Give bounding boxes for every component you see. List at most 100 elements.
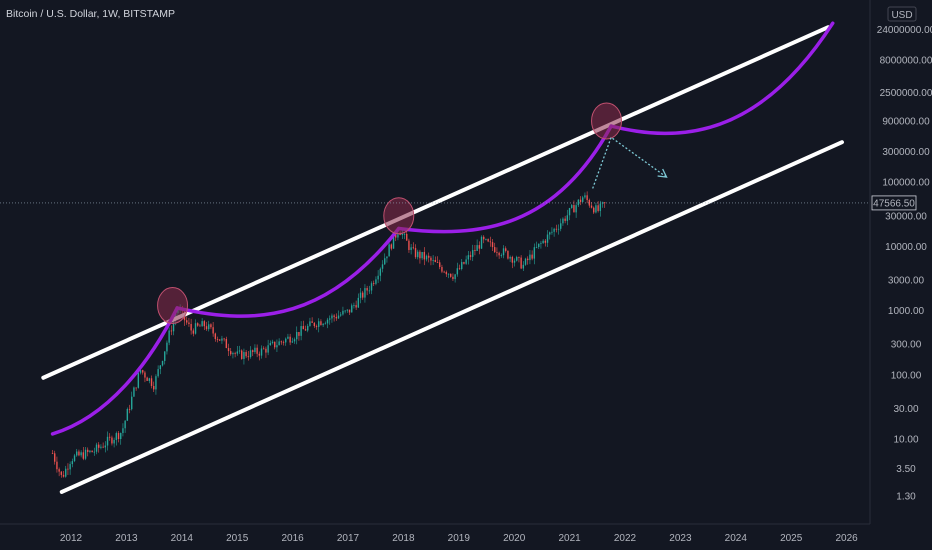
candle [219, 339, 221, 342]
candle [524, 257, 527, 266]
candle [113, 437, 115, 448]
candle [329, 315, 331, 325]
cycle-arcs [50, 21, 835, 436]
candle [280, 340, 283, 345]
peak-circle[interactable] [157, 287, 189, 325]
candle [456, 262, 459, 277]
candle [529, 250, 531, 265]
candle [331, 313, 333, 323]
time-tick-label: 2023 [669, 533, 692, 544]
candle [166, 340, 168, 355]
candle [76, 448, 78, 457]
time-tick-label: 2025 [780, 533, 803, 544]
price-tick-label: 3000.00 [888, 275, 925, 286]
time-tick-label: 2016 [281, 533, 304, 544]
candle [276, 339, 278, 353]
candle [60, 471, 63, 478]
candle [139, 369, 142, 375]
symbol-title[interactable]: Bitcoin / U.S. Dollar, 1W, BITSTAMP [6, 8, 175, 20]
peak-circle[interactable] [591, 102, 623, 140]
candle [355, 300, 357, 310]
candle [452, 273, 454, 281]
candle [599, 200, 602, 217]
candle [333, 314, 335, 322]
candle [252, 349, 254, 357]
currency-badge[interactable] [887, 6, 917, 22]
cycle-arc[interactable] [609, 21, 835, 136]
channel-lower-line[interactable] [59, 140, 844, 494]
price-tick-label: 10000.00 [885, 242, 927, 253]
candle [579, 196, 582, 206]
price-tick-label: 1.30 [896, 491, 916, 502]
candle [465, 255, 467, 265]
current-price-label: 47566.50 [873, 198, 915, 209]
candle [487, 238, 489, 243]
candle [188, 318, 190, 327]
candle [159, 365, 162, 375]
candle [117, 430, 120, 443]
candle [443, 270, 445, 273]
time-tick-label: 2015 [226, 533, 249, 544]
candle [243, 348, 245, 365]
candle [489, 236, 492, 247]
candle [518, 256, 520, 263]
candle [509, 255, 511, 262]
projection-path [592, 136, 668, 189]
candle [104, 441, 107, 453]
candle [582, 195, 584, 203]
candle [344, 310, 346, 314]
candle [199, 323, 201, 327]
candle [549, 231, 551, 240]
candle [604, 202, 606, 208]
candle [584, 192, 586, 199]
candle [461, 259, 463, 271]
peak-circle[interactable] [383, 197, 415, 235]
candle [575, 203, 577, 218]
cycle-arc[interactable] [50, 306, 179, 436]
candle [98, 442, 100, 453]
candle [386, 256, 388, 263]
price-tick-label: 10.00 [893, 435, 918, 446]
candle [311, 317, 313, 323]
time-axis-ticks: 2012 2013 2014 2015 2016 2017 2018 2019 2020 2021… [60, 533, 858, 544]
candle [100, 444, 102, 450]
candle [340, 312, 342, 317]
candle [593, 206, 595, 215]
candle [291, 337, 294, 344]
candle [298, 331, 300, 341]
currency-label: USD [891, 10, 912, 21]
candle [496, 247, 498, 257]
candle [155, 374, 157, 395]
candle [573, 200, 575, 213]
candle [564, 215, 566, 224]
candle [566, 209, 569, 226]
candle [146, 376, 148, 381]
cycle-arc[interactable] [175, 226, 401, 318]
candle [122, 423, 124, 437]
candle [289, 333, 291, 346]
candle [115, 431, 118, 446]
candle [65, 465, 67, 478]
candle [62, 471, 65, 478]
price-tick-label: 30000.00 [885, 211, 927, 222]
candle [247, 350, 250, 361]
candle [161, 360, 164, 367]
time-tick-label: 2019 [448, 533, 471, 544]
candle [194, 319, 197, 335]
candle [82, 446, 85, 461]
candle [87, 447, 89, 457]
candle [131, 391, 133, 411]
candle [54, 450, 56, 465]
candle [102, 442, 104, 449]
candle [478, 241, 481, 255]
time-tick-label: 2021 [558, 533, 581, 544]
price-axis-panel[interactable] [870, 0, 932, 524]
cycle-arc[interactable] [397, 124, 613, 234]
candle [412, 242, 415, 250]
candle [425, 254, 428, 262]
candle [485, 238, 487, 241]
candle [212, 322, 214, 337]
candle [205, 321, 208, 331]
